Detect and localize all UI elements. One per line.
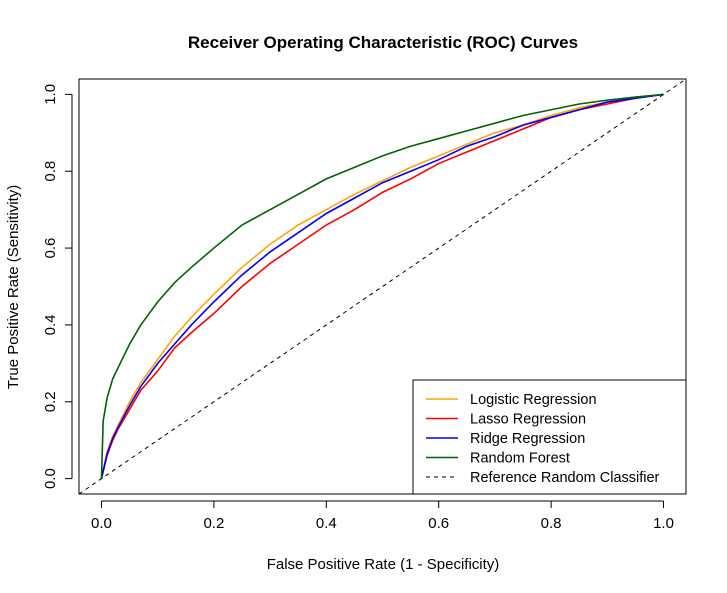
- y-axis-label: True Positive Rate (Sensitivity): [5, 185, 22, 390]
- plot-frame: [78, 78, 687, 495]
- chart-title: Receiver Operating Characteristic (ROC) …: [188, 33, 578, 52]
- x-tick-label: 0.4: [316, 515, 337, 532]
- y-tick-label: 0.4: [42, 314, 59, 335]
- legend-label: Ridge Regression: [470, 431, 585, 447]
- y-tick-label: 1.0: [42, 84, 59, 105]
- x-axis: 0.0 0.2 0.4 0.6 0.8 1.0: [91, 500, 674, 532]
- plot-area: [78, 78, 687, 495]
- x-tick-label: 0.8: [541, 515, 562, 532]
- y-axis: 0.0 0.2 0.4 0.6 0.8 1.0: [42, 84, 73, 489]
- x-tick-label: 0.0: [91, 515, 112, 532]
- y-tick-label: 0.2: [42, 391, 59, 412]
- x-tick-label: 1.0: [653, 515, 674, 532]
- legend-label: Logistic Regression: [470, 392, 597, 408]
- legend-label: Reference Random Classifier: [470, 470, 660, 486]
- y-tick-label: 0.6: [42, 238, 59, 259]
- x-axis-label: False Positive Rate (1 - Specificity): [267, 556, 500, 573]
- series-layer: [79, 79, 686, 494]
- series-line-random-forest: [100, 93, 664, 479]
- legend-label: Random Forest: [470, 451, 570, 467]
- x-tick-label: 0.2: [203, 515, 224, 532]
- legend-label: Lasso Regression: [470, 412, 586, 428]
- legend: Logistic Regression Lasso Regression Ridge…: [412, 379, 687, 495]
- series-line-ridge-regression: [100, 93, 664, 479]
- legend-box: [412, 379, 687, 495]
- y-tick-label: 0.8: [42, 161, 59, 182]
- x-tick-label: 0.6: [428, 515, 449, 532]
- y-tick-label: 0.0: [42, 468, 59, 489]
- series-line-logistic-regression: [100, 93, 664, 479]
- series-line-reference-random-classifier: [79, 79, 686, 494]
